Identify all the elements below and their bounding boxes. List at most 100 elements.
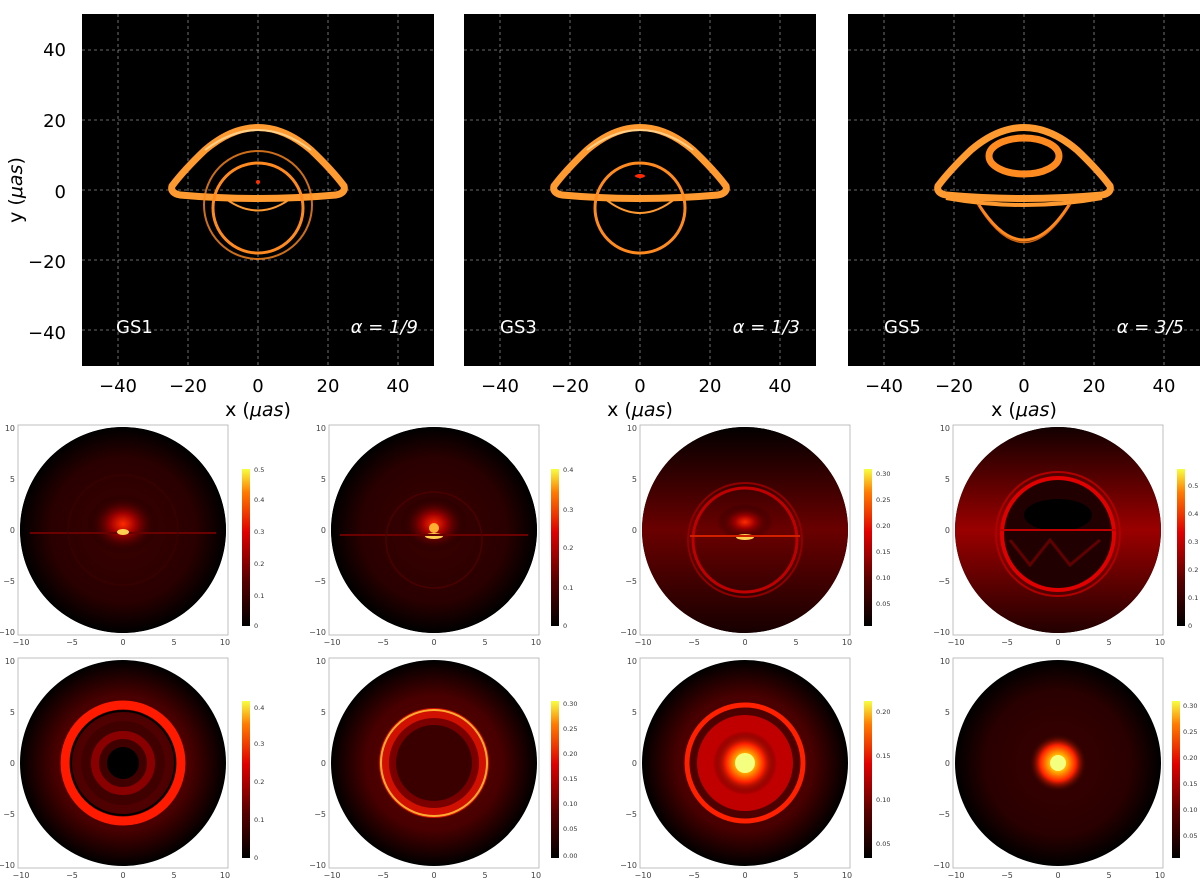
y-tick-label: 0 [321,526,326,535]
x-tick-label: −10 [13,871,30,879]
y-tick-label: −5 [314,810,326,819]
y-tick-label: −10 [620,861,637,870]
svg-text:0: 0 [252,376,263,397]
x-tick-label: 10 [842,871,852,879]
x-tick-label: 0 [120,638,125,647]
y-tick-label: 5 [632,475,637,484]
y-axis-label: y (μas) [5,157,27,223]
svg-text:0: 0 [254,854,258,862]
svg-text:0.25: 0.25 [563,725,577,733]
x-tick-label: 0 [742,871,747,879]
top-panel-gs1 [82,14,434,366]
y-tick-label: 10 [940,424,950,433]
y-tick-label: 0 [321,759,326,768]
row1-disk-2 [331,427,537,633]
x-tick-label: 5 [482,638,487,647]
svg-text:0.1: 0.1 [1188,594,1198,602]
svg-text:0.3: 0.3 [563,506,573,514]
x-tick-label: 0 [1055,638,1060,647]
svg-text:0.3: 0.3 [254,528,264,536]
y-tick-label: −5 [3,810,15,819]
y-tick-label: 10 [316,424,326,433]
row2-colorbar-2: 0.30 0.25 0.20 0.15 0.10 0.05 0.00 [551,700,577,860]
row2-disk-4 [955,660,1161,866]
top-x-ticks-panel2: −40 −20 0 20 40 [481,376,791,397]
x-tick-label: −10 [948,871,965,879]
svg-text:0: 0 [563,622,567,630]
y-tick-label: −5 [314,577,326,586]
x-tick-label: 10 [531,638,541,647]
svg-text:0.15: 0.15 [876,548,890,556]
svg-text:40: 40 [769,376,792,397]
svg-text:0.00: 0.00 [563,852,577,860]
svg-text:0.05: 0.05 [1183,832,1197,840]
panel3-model-label: GS5 [884,317,921,338]
y-tick-label: 5 [321,475,326,484]
svg-text:0.10: 0.10 [876,796,890,804]
x-tick-label: 10 [220,638,230,647]
svg-text:0.20: 0.20 [876,708,890,716]
row1-colorbar-4: 0.5 0.4 0.3 0.2 0.1 0 [1177,469,1198,630]
svg-text:−40: −40 [865,376,903,397]
x-tick-label: 10 [1155,871,1165,879]
y-tick-label: 5 [10,708,15,717]
x-axis-label-panel1: x (μas) [225,399,291,421]
y-tick-label: 0 [632,759,637,768]
row1-colorbar-3: 0.30 0.25 0.20 0.15 0.10 0.05 [864,469,890,626]
svg-text:−20: −20 [935,376,973,397]
svg-text:0.2: 0.2 [254,778,264,786]
y-tick-label: −10 [0,628,15,637]
panel2-model-label: GS3 [500,317,537,338]
y-tick-label: −10 [933,628,950,637]
x-tick-label: −5 [688,638,700,647]
svg-text:0.20: 0.20 [563,750,577,758]
svg-text:0.10: 0.10 [1183,806,1197,814]
y-tick-label: 10 [627,657,637,666]
x-tick-label: 5 [793,638,798,647]
y-tick-label: −10 [933,861,950,870]
y-tick-label: 10 [627,424,637,433]
x-tick-label: 5 [1106,638,1111,647]
svg-text:0.05: 0.05 [876,600,890,608]
svg-text:20: 20 [43,111,66,132]
x-tick-label: 10 [1155,638,1165,647]
top-panel-gs3 [464,14,816,366]
svg-text:0.2: 0.2 [254,560,264,568]
svg-text:0.4: 0.4 [254,704,264,712]
y-tick-label: 0 [10,759,15,768]
svg-text:0.4: 0.4 [563,466,573,474]
row1-disk-3 [642,427,848,633]
svg-text:0.3: 0.3 [254,740,264,748]
x-tick-label: −5 [66,638,78,647]
y-tick-label: 0 [632,526,637,535]
panel3-alpha-label: α = 3/5 [1117,317,1184,338]
svg-text:0.5: 0.5 [254,466,264,474]
x-tick-label: −10 [13,638,30,647]
row2-disk-1 [20,660,226,866]
svg-text:0.25: 0.25 [876,496,890,504]
x-tick-label: −10 [324,871,341,879]
svg-text:0.25: 0.25 [1183,728,1197,736]
x-tick-label: −10 [635,638,652,647]
svg-text:0.15: 0.15 [876,752,890,760]
svg-text:20: 20 [699,376,722,397]
svg-text:40: 40 [43,40,66,61]
x-tick-label: −5 [377,638,389,647]
x-tick-label: −5 [1001,638,1013,647]
svg-text:0: 0 [1018,376,1029,397]
svg-text:0.30: 0.30 [563,700,577,708]
top-x-ticks-panel1: −40 −20 0 20 40 [99,376,409,397]
row1-colorbar-2: 0.4 0.3 0.2 0.1 0 [551,466,573,630]
row2-disk-2 [331,660,537,866]
svg-text:0.20: 0.20 [876,522,890,530]
svg-text:0.30: 0.30 [876,470,890,478]
svg-text:0.4: 0.4 [1188,510,1198,518]
svg-text:0: 0 [634,376,645,397]
y-tick-label: 0 [945,526,950,535]
x-tick-label: −10 [948,638,965,647]
y-tick-label: 5 [10,475,15,484]
x-tick-label: 0 [431,638,436,647]
x-tick-label: −5 [66,871,78,879]
x-tick-label: 5 [793,871,798,879]
x-tick-label: −5 [377,871,389,879]
